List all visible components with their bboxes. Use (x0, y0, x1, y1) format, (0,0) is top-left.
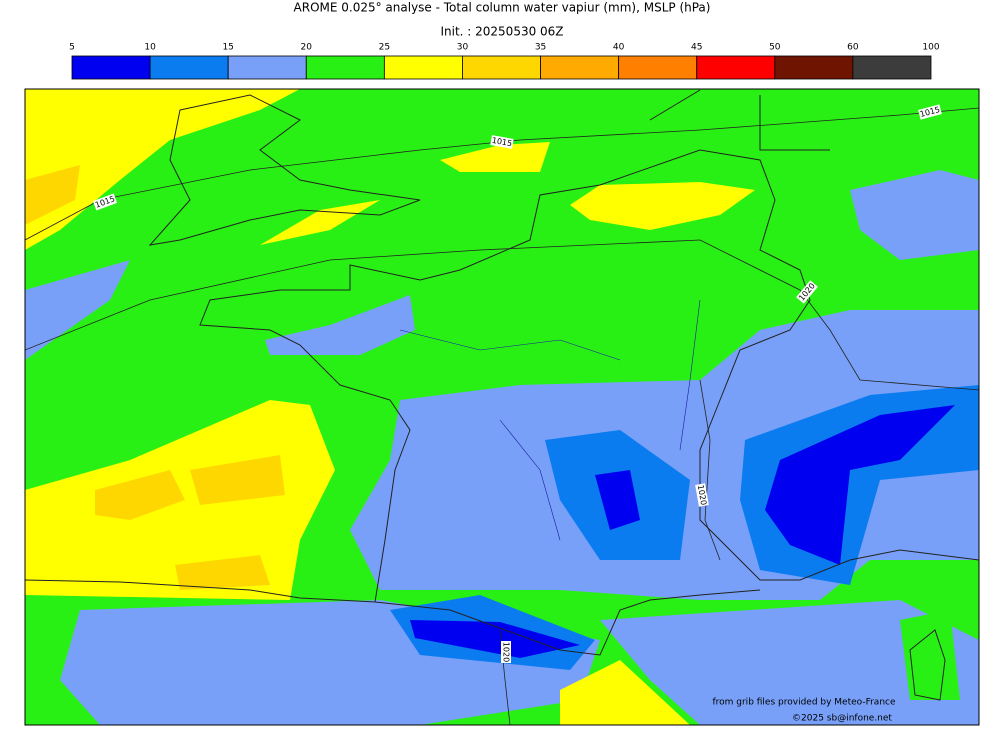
field (25, 89, 300, 250)
field (260, 200, 380, 245)
isobar-label-bg (501, 641, 511, 663)
field (900, 610, 960, 700)
river (399, 299, 701, 541)
colorbar-swatch (462, 55, 541, 80)
colorbar-swatch (696, 55, 776, 80)
isobar-label: 1015 (491, 136, 513, 148)
field (560, 660, 690, 725)
coastline (909, 629, 946, 701)
colorbar-swatch (852, 55, 932, 80)
field (410, 620, 580, 658)
colorbar-tick-label: 30 (457, 43, 469, 53)
isobar (25, 239, 979, 391)
coastline (374, 589, 761, 656)
field (850, 170, 979, 260)
colorbar-tick-label: 40 (613, 43, 625, 53)
field (25, 260, 130, 360)
field (595, 470, 640, 530)
coastline (649, 89, 830, 151)
credit: ©2025 sb@infone.net (792, 714, 892, 724)
subtitle: Init. : 20250530 06Z (440, 25, 563, 39)
isobar-label: 1020 (696, 484, 708, 506)
colorbar-tick-label: 45 (691, 43, 702, 53)
isobar-label-bg (490, 135, 514, 149)
colorbar-swatch (227, 55, 307, 80)
field (265, 295, 415, 355)
field (570, 182, 755, 230)
colorbar-tick-label: 25 (379, 43, 390, 53)
colorbar-swatch (71, 55, 151, 80)
colorbar-tick-label: 50 (769, 43, 781, 53)
colorbar: 5 10 15 20 25 30 35 40 45 50 60 100 (69, 43, 940, 80)
colorbar-tick-label: 20 (301, 43, 313, 53)
colorbar-tick-label: 60 (847, 43, 859, 53)
credit: from grib files provided by Meteo-France (712, 698, 895, 708)
colorbar-tick-label: 15 (222, 43, 233, 53)
field (25, 165, 80, 225)
field (600, 600, 979, 725)
field (440, 142, 550, 172)
colorbar-swatch (540, 55, 620, 80)
coastline (148, 94, 421, 246)
field (765, 405, 955, 565)
colorbar-swatch (149, 55, 229, 80)
colorbar-tick-label: 100 (922, 43, 939, 53)
map (25, 89, 979, 725)
colorbar-tick-label: 35 (535, 43, 546, 53)
colorbar-swatch (774, 55, 854, 80)
colorbar-tick-label: 5 (69, 43, 75, 53)
isobar-label-bg (695, 483, 709, 507)
title: AROME 0.025° analyse - Total column wate… (294, 1, 711, 15)
field (95, 455, 285, 590)
isobar-label: 1020 (502, 642, 511, 662)
colorbar-swatch (305, 55, 385, 80)
isobar-label-bg (92, 193, 118, 211)
isobar-label-bg (796, 280, 818, 304)
isobar-label-bg (918, 104, 942, 120)
map-frame (24, 88, 980, 726)
colorbar-tick-label: 10 (144, 43, 156, 53)
isobar (25, 107, 979, 241)
colorbar-swatch (383, 55, 463, 80)
colorbar-swatch (618, 55, 698, 80)
